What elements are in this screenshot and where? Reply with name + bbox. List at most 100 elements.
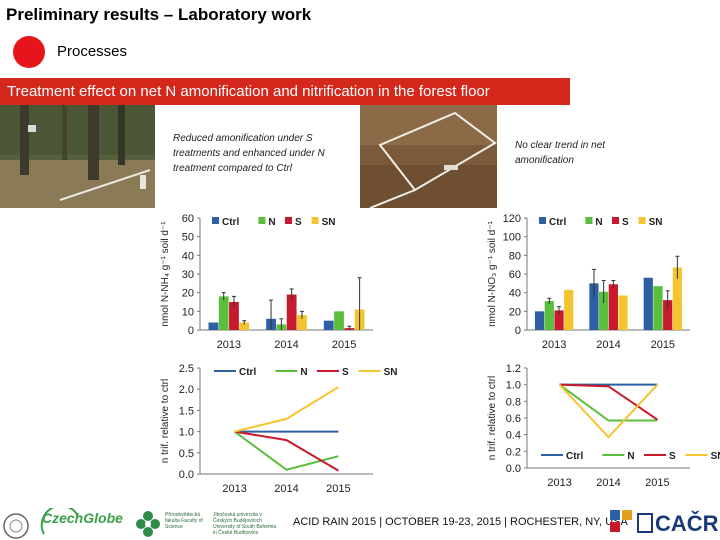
y-tick-label: 0	[188, 325, 194, 337]
y-axis-label: nmol N-NO₃ g⁻¹ soil d⁻¹	[487, 220, 498, 326]
forest-photo	[0, 105, 155, 208]
y-tick-label: 40	[182, 250, 194, 262]
x-tick-label: 2013	[547, 477, 571, 489]
legend-label-s: S	[342, 367, 349, 378]
legend-label-sn: SN	[384, 367, 398, 378]
cacr-logo-text: CAČR	[655, 511, 719, 536]
y-axis-label: n trif. relative to ctrl	[487, 376, 498, 460]
y-tick-label: 30	[182, 269, 194, 281]
chart-right-line: 0.0 0.2 0.4 0.6 0.8 1.0 1.2 n trif. relative to…	[487, 363, 720, 489]
footer-conference: ACID RAIN 2015 | OCTOBER 19-23, 2015 | R…	[293, 516, 628, 528]
bar-n	[653, 286, 663, 330]
bar-n	[334, 311, 344, 330]
legend-swatch-n	[258, 217, 266, 224]
bar-n	[599, 291, 609, 330]
legend-label-n: N	[268, 217, 275, 228]
legend-swatch-sn	[638, 217, 646, 224]
y-tick-label: 0.2	[506, 446, 521, 458]
bar-ctrl	[643, 277, 653, 330]
y-tick-label: 0.6	[506, 413, 521, 425]
y-tick-label: 20	[509, 306, 521, 318]
czechglobe-logo-text: CzechGlobe	[42, 510, 123, 526]
czechglobe-logo	[40, 508, 79, 535]
y-tick-label: 0.5	[179, 448, 194, 460]
legend-swatch-ctrl	[212, 217, 219, 224]
processes-label: Processes	[57, 43, 128, 60]
y-axis-label: n trif. relative to ctrl	[160, 379, 171, 463]
note-right: No clear trend in net amonification	[515, 140, 606, 166]
bar-s	[229, 302, 239, 330]
bar-ctrl	[589, 283, 599, 330]
y-tick-label: 50	[182, 232, 194, 244]
legend-label-ctrl: Ctrl	[566, 451, 583, 462]
line-n	[234, 430, 339, 471]
x-tick-label: 2015	[651, 339, 675, 351]
faculty-logo-text: Přírodovědecká fakulta Faculty of Scienc…	[165, 512, 203, 530]
bar-s	[663, 300, 673, 330]
y-tick-label: 120	[503, 213, 521, 225]
university-logo-text: Jihočeská univerzita v Českých Budějovic…	[213, 512, 277, 536]
x-tick-label: 2014	[596, 339, 620, 351]
bar-sn	[618, 295, 628, 330]
chart-left-line: 0.0 0.5 1.0 1.5 2.0 2.5 n trif. relative to ct…	[160, 363, 398, 495]
y-tick-label: 1.0	[506, 380, 521, 392]
legend-label-s: S	[295, 217, 302, 228]
x-tick-label: 2015	[645, 477, 669, 489]
x-tick-label: 2014	[596, 477, 620, 489]
x-tick-label: 2013	[542, 339, 566, 351]
line-sn	[558, 383, 659, 439]
y-tick-label: 0.8	[506, 396, 521, 408]
line-s	[559, 383, 658, 421]
bar-ctrl	[535, 311, 545, 330]
y-tick-label: 2.5	[179, 363, 194, 375]
legend-label-s: S	[669, 451, 676, 462]
processes-dot	[13, 36, 45, 68]
bar-s	[554, 310, 564, 330]
y-tick-label: 1.5	[179, 405, 194, 417]
legend-label-n: N	[595, 217, 602, 228]
y-tick-label: 0	[515, 325, 521, 337]
y-tick-label: 20	[182, 288, 194, 300]
legend-swatch-s	[612, 217, 619, 224]
legend-swatch-n	[585, 217, 593, 224]
section-banner: Treatment effect on net N amonification …	[0, 78, 570, 105]
x-tick-label: 2015	[332, 339, 356, 351]
faculty-leaf-icon	[136, 511, 160, 537]
chart-left-bar: 0 10 20 30 40 50 60 nmol N-NH₄ g⁻¹ soil d⁻¹ 2013…	[160, 213, 373, 351]
x-tick-label: 2014	[274, 339, 298, 351]
y-tick-label: 0.4	[506, 430, 521, 442]
legend-label-ctrl: Ctrl	[222, 217, 239, 228]
x-tick-label: 2014	[274, 483, 298, 495]
y-tick-label: 2.0	[179, 384, 194, 396]
x-tick-label: 2015	[326, 483, 350, 495]
bar-sn	[239, 322, 250, 330]
bar-s	[608, 284, 618, 330]
chart-right-bar: 0 20 40 60 80 100 120 nmol N-NO₃ g⁻¹ soil d⁻¹ 20…	[487, 213, 690, 351]
legend-label-sn: SN	[649, 217, 663, 228]
university-seal-icon	[3, 513, 29, 539]
legend-label-ctrl: Ctrl	[549, 217, 566, 228]
plot-photo	[360, 105, 497, 208]
legend-label-sn: SN	[711, 451, 720, 462]
y-tick-label: 10	[182, 306, 194, 318]
bar-ctrl	[208, 322, 219, 330]
y-tick-label: 0.0	[506, 463, 521, 475]
y-tick-label: 1.0	[179, 427, 194, 439]
legend-label-ctrl: Ctrl	[239, 367, 256, 378]
y-tick-label: 80	[509, 250, 521, 262]
bar-n	[218, 296, 229, 330]
legend-label-n: N	[627, 451, 634, 462]
legend-label-s: S	[622, 217, 629, 228]
line-s	[234, 430, 339, 472]
bar-sn	[672, 267, 682, 330]
bar-sn	[564, 289, 574, 330]
y-tick-label: 60	[182, 213, 194, 225]
line-sn	[234, 386, 339, 433]
legend-swatch-sn	[311, 217, 319, 224]
legend-label-sn: SN	[322, 217, 336, 228]
bar-n	[544, 301, 554, 330]
line-n	[559, 383, 658, 422]
y-tick-label: 1.2	[506, 363, 521, 375]
y-tick-label: 40	[509, 288, 521, 300]
partner-logos-icon	[610, 510, 653, 533]
